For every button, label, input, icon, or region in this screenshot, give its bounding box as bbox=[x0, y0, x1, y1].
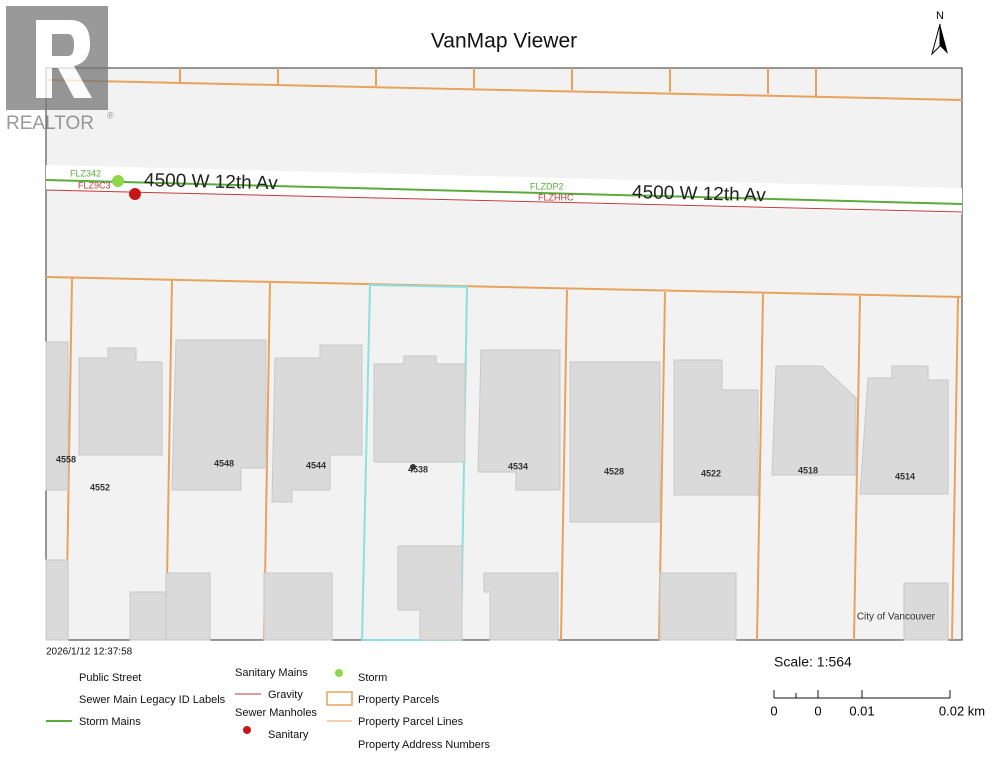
storm-manhole bbox=[112, 175, 124, 187]
sanitary-manhole bbox=[129, 188, 141, 200]
north-arrow bbox=[940, 24, 948, 54]
legend-item: Gravity bbox=[268, 689, 303, 701]
address-number: 4548 bbox=[214, 458, 234, 468]
scale-bar bbox=[773, 690, 951, 699]
legend-item: Property Parcels bbox=[358, 694, 440, 706]
legend-item: Sewer Main Legacy ID Labels bbox=[79, 694, 226, 706]
address-number: 4514 bbox=[895, 471, 915, 481]
scale: Scale: 1:564 0 0 0.01 0.02 km bbox=[770, 654, 985, 719]
legend-item: Storm bbox=[358, 672, 387, 684]
sewer-id: FLZDP2 bbox=[530, 181, 564, 191]
legend-swatch bbox=[243, 726, 251, 734]
map-credit: City of Vancouver bbox=[857, 612, 936, 623]
logo-r bbox=[36, 20, 92, 98]
parcel-line bbox=[45, 79, 963, 101]
legend-swatch bbox=[335, 669, 343, 677]
address-labels: 4558 4552 4548 4544 4538 4534 4528 4522 4518 4514 bbox=[56, 454, 915, 492]
legend-item: Public Street bbox=[79, 672, 141, 684]
address-number: 4518 bbox=[798, 465, 818, 475]
title: VanMap Viewer bbox=[431, 30, 577, 53]
timestamp: 2026/1/12 12:37:58 bbox=[46, 647, 133, 658]
buildings bbox=[45, 339, 949, 641]
realtor-logo: REALTOR ® bbox=[6, 6, 114, 134]
sanitary-main bbox=[45, 189, 963, 213]
map-frame: FLZ342 FLZ9C3 FLZDP2 FLZHHC 4500 W 12th … bbox=[45, 67, 963, 641]
address-number: 4528 bbox=[604, 466, 624, 476]
parcel-lines bbox=[65, 277, 959, 641]
legend-swatch bbox=[326, 691, 353, 706]
scale-tick: 0 bbox=[770, 703, 777, 718]
address-number: 4522 bbox=[701, 468, 721, 478]
scale-tick: 0.02 km bbox=[939, 703, 985, 718]
legend-item: Sanitary bbox=[268, 729, 309, 741]
legend-item: Storm Mains bbox=[79, 716, 141, 728]
street-label: 4500 W 12th Av bbox=[144, 170, 279, 194]
parcel-lines-top bbox=[179, 68, 817, 97]
address-number: 4558 bbox=[56, 454, 76, 464]
sewer-id: FLZHHC bbox=[538, 192, 574, 202]
north-label: N bbox=[936, 10, 944, 22]
legend: Public Street Sewer Main Legacy ID Label… bbox=[46, 667, 491, 751]
north-arrow bbox=[931, 23, 941, 56]
legend-item: Property Parcel Lines bbox=[358, 716, 464, 728]
parcel-line bbox=[45, 276, 963, 298]
legend-item: Property Address Numbers bbox=[358, 739, 491, 751]
storm-main bbox=[45, 179, 963, 205]
sewer-id: FLZ342 bbox=[70, 168, 101, 178]
address-point bbox=[410, 464, 416, 470]
logo-text: REALTOR bbox=[6, 113, 94, 134]
address-number: 4552 bbox=[90, 482, 110, 492]
address-number: 4538 bbox=[408, 464, 428, 474]
legend-heading: Sanitary Mains bbox=[235, 667, 308, 679]
scale-tick: 0 bbox=[814, 703, 821, 718]
scale-label: Scale: 1:564 bbox=[774, 654, 852, 670]
sewer-id: FLZ9C3 bbox=[78, 180, 111, 190]
scale-tick: 0.01 bbox=[849, 703, 874, 718]
street-label: 4500 W 12th Av bbox=[632, 182, 767, 206]
address-number: 4544 bbox=[306, 460, 326, 470]
road bbox=[46, 165, 962, 214]
logo-mark: ® bbox=[107, 110, 114, 120]
address-number: 4534 bbox=[508, 461, 528, 471]
legend-heading: Sewer Manholes bbox=[235, 707, 317, 719]
